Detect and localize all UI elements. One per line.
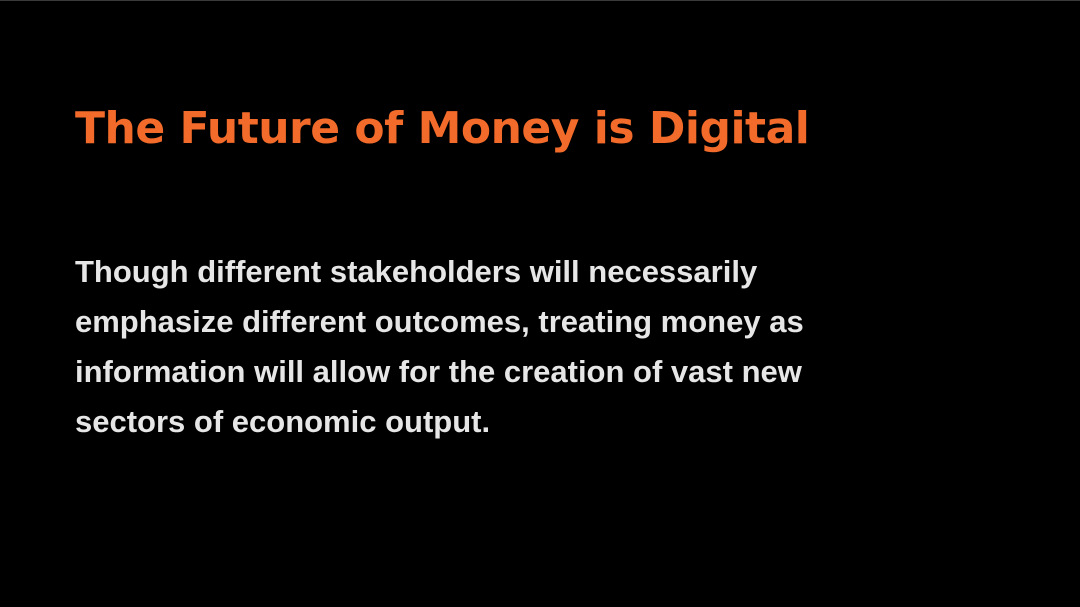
slide-body-line: Though different stakeholders will neces… bbox=[75, 254, 758, 289]
slide-body-line: emphasize different outcomes, treating m… bbox=[75, 304, 804, 339]
slide-body-line: sectors of economic output. bbox=[75, 404, 491, 439]
slide-body-line: information will allow for the creation … bbox=[75, 354, 802, 389]
slide-body: Though different stakeholders will neces… bbox=[75, 247, 935, 447]
slide-title: The Future of Money is Digital bbox=[75, 103, 810, 154]
